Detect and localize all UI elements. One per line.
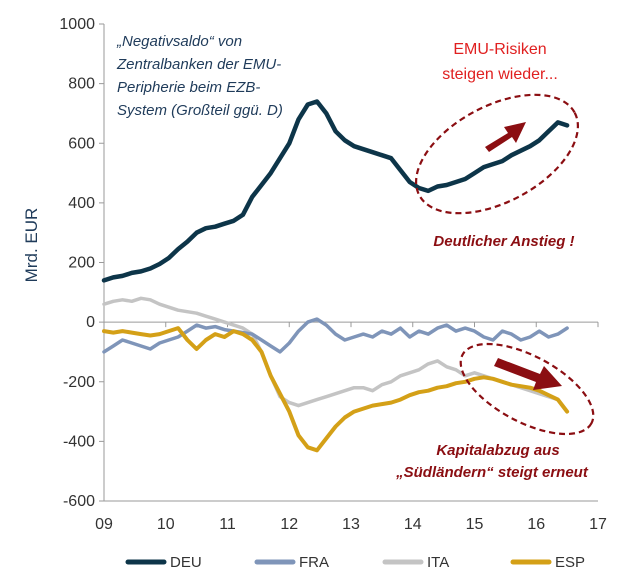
y-tick-label: 400 <box>68 195 95 212</box>
legend-label-esp: ESP <box>555 554 585 571</box>
series-line-esp <box>102 326 570 453</box>
y-tick-label: 600 <box>68 135 95 152</box>
y-tick-label: 0 <box>86 314 95 331</box>
ellipse-deu <box>414 93 580 215</box>
x-tick-label: 11 <box>219 516 236 533</box>
annotation-emu-risiken: EMU-Risiken steigen wieder... <box>442 41 558 83</box>
annotation-line: „Negativsaldo“ von <box>116 33 242 50</box>
ellipse-south <box>459 342 595 436</box>
arrow-down-icon <box>494 358 562 390</box>
legend-label-deu: DEU <box>170 554 202 571</box>
arrow-up-icon <box>485 122 526 152</box>
legend-label-fra: FRA <box>299 554 329 571</box>
y-tick-label: 800 <box>68 76 95 93</box>
x-tick-label: 17 <box>589 516 607 533</box>
x-tick-label: 09 <box>95 516 113 533</box>
annotation-line: Zentralbanken der EMU- <box>116 56 281 73</box>
annotation-line: Kapitalabzug aus <box>436 442 559 459</box>
y-axis-label: Mrd. EUR <box>22 208 41 283</box>
y-tick-label: 1000 <box>59 16 95 33</box>
legend: DEU FRA ITA ESP <box>125 554 585 571</box>
annotation-line: EMU-Risiken <box>453 41 546 58</box>
series-line-fra <box>102 317 569 354</box>
annotation-shapes <box>414 93 595 436</box>
annotation-line: Peripherie beim EZB- <box>117 79 260 96</box>
annotation-line: „Südländern“ steigt erneut <box>395 464 589 481</box>
annotation-line: System (Großteil ggü. D) <box>117 102 283 119</box>
x-tick-label: 13 <box>342 516 360 533</box>
x-tick-label: 12 <box>280 516 298 533</box>
annotation-line: steigen wieder... <box>442 66 558 83</box>
legend-label-ita: ITA <box>427 554 449 571</box>
series-line-deu <box>101 99 570 283</box>
annotation-negativsaldo: „Negativsaldo“ von Zentralbanken der EMU… <box>116 33 283 119</box>
axes-layer <box>99 23 599 502</box>
annotation-line: Deutlicher Anstieg ! <box>433 233 574 250</box>
series-line-ita <box>102 296 569 414</box>
y-tick-label: -600 <box>63 493 95 510</box>
x-tick-label: 15 <box>466 516 484 533</box>
y-tick-label: -200 <box>63 374 95 391</box>
x-tick-label: 10 <box>157 516 175 533</box>
annotation-deutlicher-anstieg: Deutlicher Anstieg ! <box>433 233 574 250</box>
y-tick-label: -400 <box>63 433 95 450</box>
series-layer <box>101 99 570 453</box>
annotation-kapitalabzug: Kapitalabzug aus „Südländern“ steigt ern… <box>395 442 589 481</box>
y-tick-label: 200 <box>68 255 95 272</box>
x-tick-label: 14 <box>404 516 422 533</box>
x-tick-label: 16 <box>527 516 545 533</box>
